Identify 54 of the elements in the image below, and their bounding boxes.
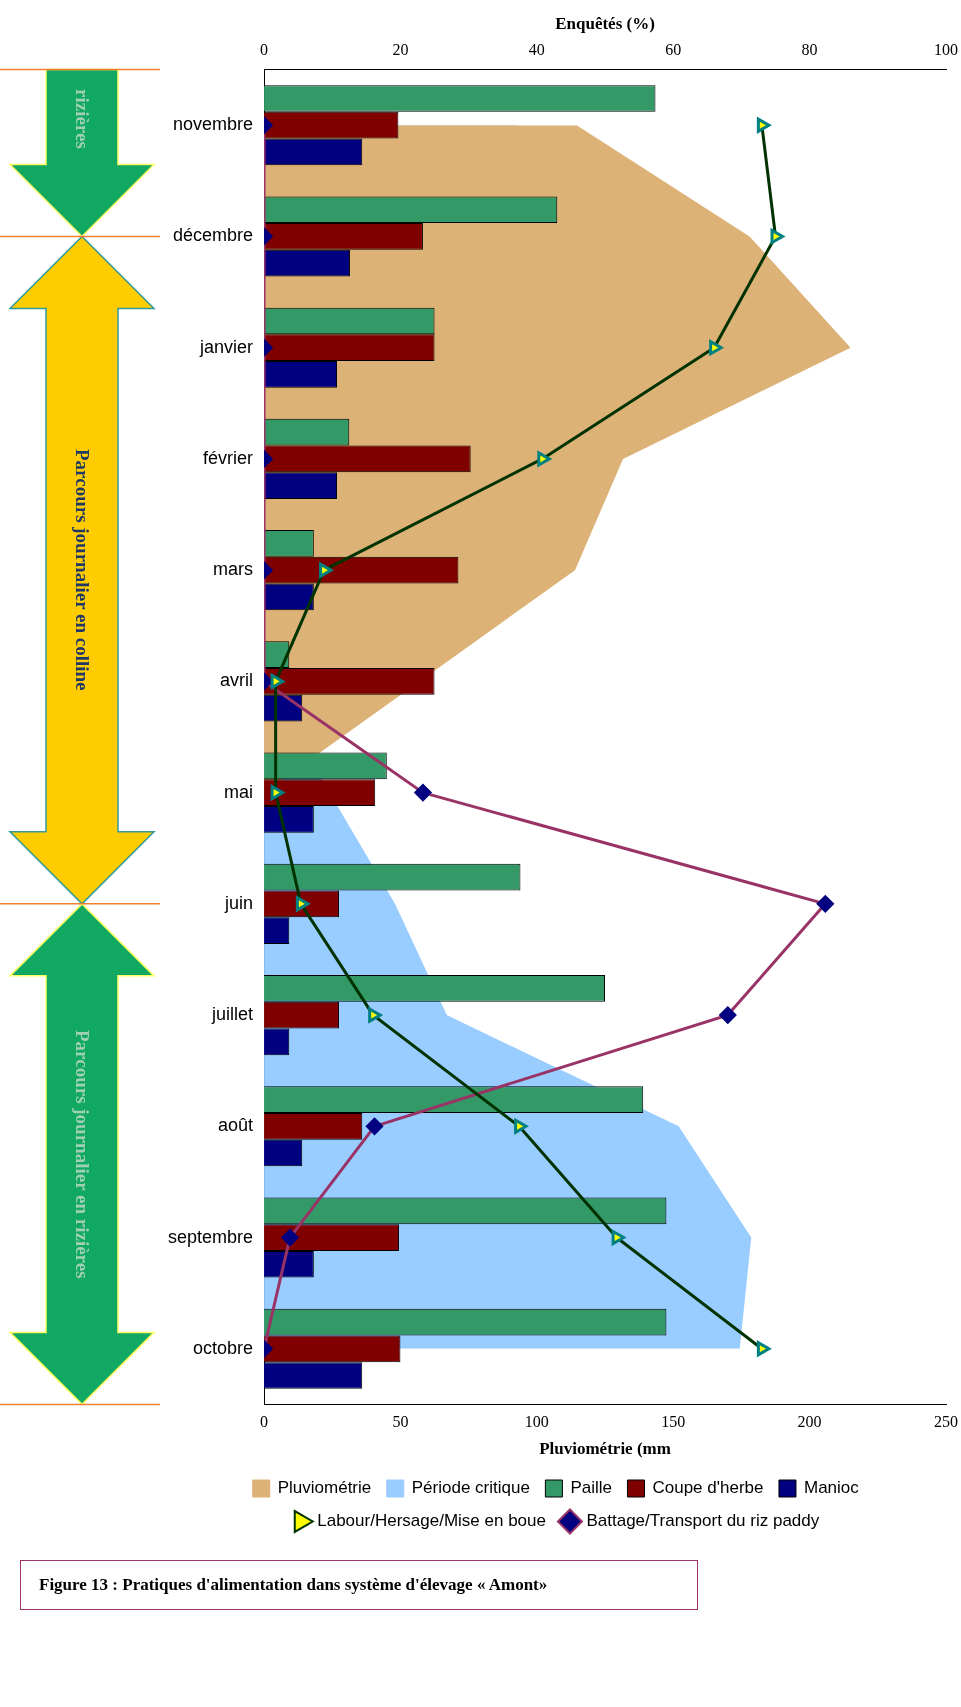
y-tick-label: juin — [224, 892, 254, 913]
x2-tick-label: 60 — [665, 41, 682, 59]
point — [270, 785, 285, 801]
point — [366, 1117, 384, 1135]
legend-label: Pluviométrie — [277, 1478, 372, 1498]
point — [756, 1341, 771, 1357]
x-tick-label: 250 — [934, 1413, 958, 1431]
point — [770, 228, 785, 245]
point — [281, 1229, 299, 1247]
x2-tick-label: 0 — [260, 41, 269, 59]
point — [719, 1006, 737, 1024]
point — [709, 340, 723, 356]
text: Parcours journalier en colline — [71, 448, 94, 693]
text: Parcours journalier en rizières — [71, 1028, 94, 1281]
legend-label: Battage/Transport du riz paddy — [586, 1511, 820, 1531]
y-tick-label: décembre — [173, 225, 254, 246]
point — [514, 1118, 528, 1134]
point — [537, 451, 551, 467]
point — [319, 562, 333, 578]
x-tick-label: 100 — [524, 1413, 549, 1431]
x2-tick-label: 40 — [528, 41, 545, 59]
legend-label: Labour/Hersage/Mise en boue — [317, 1511, 546, 1531]
y-tick-label: novembre — [173, 114, 254, 135]
y-tick-label: mai — [224, 781, 254, 802]
legend-label: Période critique — [411, 1478, 530, 1498]
y-tick-label: juillet — [211, 1004, 254, 1025]
point — [756, 117, 771, 133]
caption: Figure 13 : Pratiques d'alimentation dans système d'élevage « Amont» — [20, 1560, 698, 1610]
y-tick-label: février — [203, 447, 254, 468]
x-tick-label: 0 — [260, 1413, 269, 1431]
text: rizières — [71, 88, 94, 151]
y-tick-label: août — [218, 1115, 254, 1136]
x-axis-title: Pluviométrie (mm — [539, 1439, 671, 1459]
x-tick-label: 200 — [797, 1413, 822, 1431]
x2-tick-label: 20 — [392, 41, 409, 59]
point — [414, 784, 432, 802]
y-tick-label: janvier — [199, 336, 254, 357]
point — [270, 673, 285, 689]
point — [368, 1007, 382, 1023]
x2-axis-title: Enquêtés (%) — [555, 13, 655, 33]
x2-tick-label: 100 — [934, 41, 958, 59]
x-tick-label: 150 — [661, 1413, 686, 1431]
y-tick-label: octobre — [193, 1337, 254, 1358]
y-tick-label: avril — [220, 670, 254, 691]
point — [611, 1229, 626, 1246]
point — [816, 895, 834, 913]
x2-tick-label: 80 — [801, 41, 818, 59]
y-tick-label: mars — [213, 559, 254, 580]
y-tick-label: septembre — [168, 1226, 254, 1247]
legend-label: Coupe d'herbe — [652, 1478, 764, 1498]
x-tick-label: 50 — [392, 1413, 409, 1431]
legend-label: Paille — [570, 1478, 612, 1498]
point — [295, 896, 310, 912]
legend-label: Manioc — [803, 1478, 860, 1498]
